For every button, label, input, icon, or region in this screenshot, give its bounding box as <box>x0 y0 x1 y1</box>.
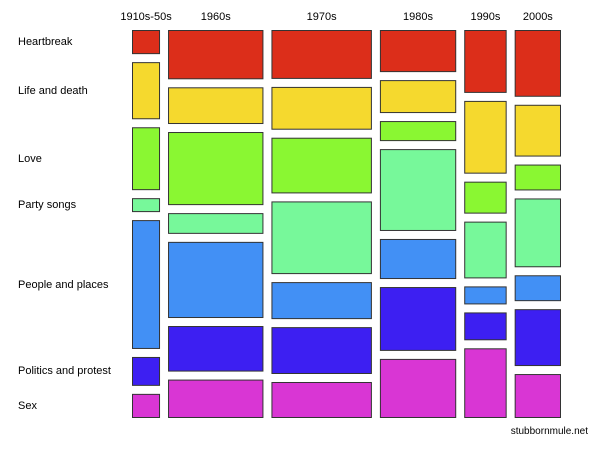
row-label: Heartbreak <box>18 36 73 49</box>
column-label: 1910s-50s <box>120 11 172 23</box>
mosaic-tile <box>168 213 264 234</box>
row-label: Life and death <box>18 84 88 97</box>
mosaic-tile <box>464 312 507 341</box>
mosaic-tile <box>132 220 161 349</box>
row-label: Party songs <box>18 199 77 212</box>
mosaic-tile <box>132 356 161 386</box>
mosaic-tile <box>132 127 161 191</box>
column-label: 1970s <box>306 11 337 23</box>
mosaic-tile <box>379 30 457 73</box>
column-label: 2000s <box>522 11 553 23</box>
row-label: Politics and protest <box>18 365 111 378</box>
mosaic-tile <box>168 87 264 125</box>
mosaic-tile <box>379 287 457 351</box>
row-label: Love <box>18 152 42 165</box>
mosaic-tile <box>379 238 457 280</box>
mosaic-tile <box>132 62 161 120</box>
mosaic-tile <box>464 221 507 279</box>
mosaic-tile <box>514 164 561 191</box>
credit-text: stubbornmule.net <box>510 426 588 437</box>
mosaic-tile <box>168 132 264 206</box>
column-label: 1980s <box>403 11 434 23</box>
mosaic-tile <box>271 201 372 275</box>
row-label: Sex <box>18 399 37 412</box>
mosaic-tile <box>271 30 372 79</box>
mosaic-tile <box>168 326 264 372</box>
mosaic-tile <box>514 198 561 268</box>
mosaic-tile <box>271 282 372 320</box>
mosaic-tile <box>132 198 161 213</box>
mosaic-tile <box>271 137 372 194</box>
mosaic-tile <box>168 379 264 418</box>
mosaic-tile <box>514 309 561 367</box>
mosaic-tile <box>464 181 507 214</box>
mosaic-tile <box>514 374 561 418</box>
row-label: People and places <box>18 278 109 291</box>
mosaic-tile <box>132 393 161 418</box>
mosaic-tile <box>464 348 507 418</box>
mosaic-tile <box>271 86 372 130</box>
mosaic-tile <box>379 358 457 419</box>
mosaic-tile <box>379 149 457 231</box>
mosaic-tile <box>464 286 507 305</box>
mosaic-tile <box>464 30 507 93</box>
mosaic-tile <box>514 275 561 302</box>
mosaic-tile <box>514 104 561 157</box>
mosaic-tile <box>514 30 561 97</box>
mosaic-tile <box>464 100 507 174</box>
mosaic-tile <box>379 80 457 114</box>
column-label: 1990s <box>470 11 501 23</box>
mosaic-tile <box>132 30 161 55</box>
column-label: 1960s <box>200 11 231 23</box>
mosaic-tile <box>379 121 457 142</box>
mosaic-tile <box>168 30 264 80</box>
mosaic-tile <box>168 241 264 319</box>
mosaic-tile <box>271 327 372 374</box>
mosaic-tile <box>271 381 372 418</box>
